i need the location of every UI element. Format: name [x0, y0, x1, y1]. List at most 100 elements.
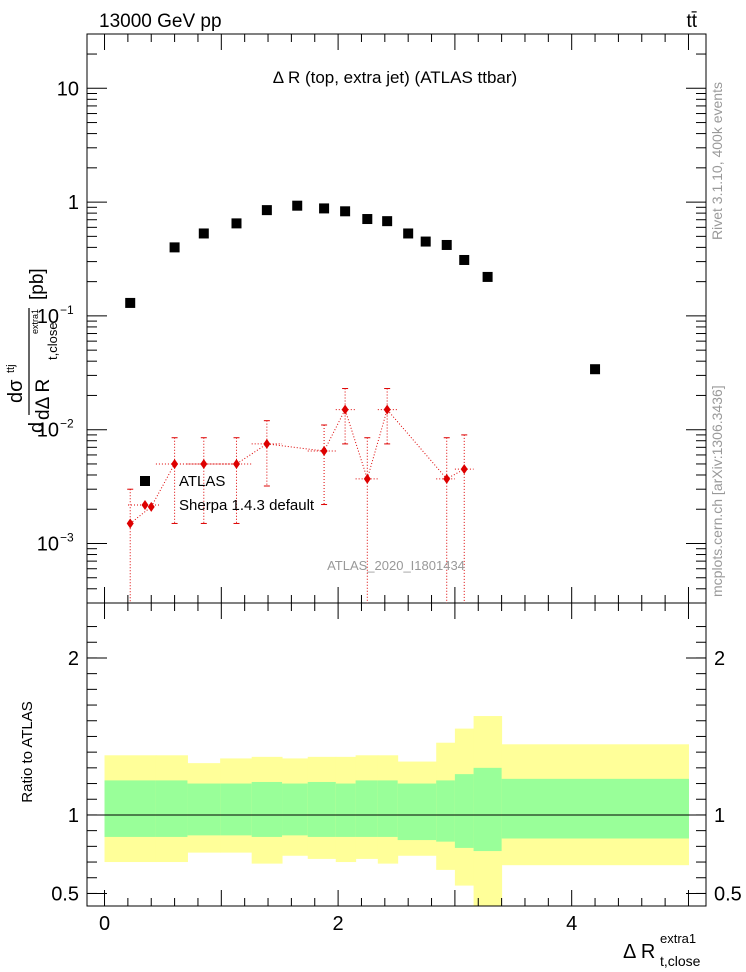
atlas-data-marker	[125, 297, 136, 308]
sherpa-point	[187, 437, 221, 524]
process-label: tt̄	[686, 11, 697, 32]
ratio-axes: 0.5 0.5 1 1 2 2 0 2 4	[51, 603, 742, 935]
y-tick-exponent: −3	[60, 530, 74, 544]
y-tick-label: 1	[68, 192, 79, 214]
sherpa-point	[355, 437, 378, 603]
ratio-y-tick-label: 0.5	[51, 883, 79, 905]
mcplots-label: mcplots.cern.ch [arXiv:1306.3436]	[709, 385, 725, 597]
y-label-unit: [pb]	[27, 268, 48, 300]
main-frame	[86, 33, 707, 604]
legend-label-atlas: ATLAS	[179, 473, 225, 490]
x-label-sup: extra1	[660, 931, 696, 946]
ratio-band-inner	[397, 783, 437, 841]
ratio-band-inner	[155, 780, 188, 837]
y-tick-exponent: −2	[60, 417, 74, 431]
sherpa-marker	[126, 518, 134, 529]
atlas-data-marker	[362, 214, 373, 225]
sherpa-point	[126, 488, 134, 603]
sherpa-marker	[171, 458, 179, 469]
y-tick-label: 10	[37, 306, 59, 328]
y-tick-label: 10	[57, 78, 79, 100]
y-tick-label: 10	[37, 420, 59, 442]
ratio-y-axis-label: Ratio to ATLAS	[19, 701, 36, 802]
y-label-sigma-sup: ttj	[5, 364, 17, 373]
ratio-band-inner	[251, 781, 283, 837]
atlas-data-marker	[261, 205, 272, 216]
ratio-y-tick-label-right: 1	[714, 805, 725, 827]
ratio-band-inner	[454, 774, 475, 848]
atlas-data-marker	[590, 364, 601, 375]
ratio-band-inner	[377, 780, 399, 837]
legend-label-sherpa: Sherpa 1.4.3 default	[179, 497, 315, 514]
atlas-data-marker	[169, 242, 180, 253]
x-tick-label: 4	[566, 913, 577, 935]
chart-title: Δ R (top, extra jet) (ATLAS ttbar)	[273, 68, 517, 87]
atlas-data-marker	[420, 236, 431, 247]
x-axis-label: Δ R t,close extra1	[623, 931, 701, 969]
ratio-frame	[86, 602, 707, 907]
atlas-data-marker	[382, 216, 393, 227]
y-tick-label: 10	[37, 533, 59, 555]
atlas-data-marker	[340, 206, 351, 217]
rivet-label: Rivet 3.1.10, 400k events	[709, 82, 725, 240]
main-data-markers	[125, 200, 601, 603]
sherpa-point	[454, 434, 474, 603]
sherpa-point	[307, 424, 336, 506]
ratio-band-inner	[187, 783, 221, 836]
legend-marker-sherpa	[128, 500, 160, 510]
atlas-data-marker	[292, 200, 303, 211]
y-label-denominator-sub: t,close	[45, 322, 60, 360]
ratio-band-inner	[104, 780, 157, 837]
x-label-sub: t,close	[660, 953, 701, 969]
ratio-band-inner	[436, 780, 456, 842]
ratio-bands	[104, 716, 689, 906]
atlas-data-marker	[482, 271, 493, 282]
y-label-denominator: dΔ R	[33, 379, 54, 420]
sherpa-point	[155, 437, 188, 524]
ratio-y-tick-label: 2	[68, 648, 79, 670]
x-tick-label: 0	[99, 913, 110, 935]
y-label-denominator-sup: extra1	[30, 309, 40, 334]
analysis-watermark: ATLAS_2020_I1801434	[327, 558, 465, 573]
atlas-data-marker	[403, 228, 414, 239]
sherpa-marker	[443, 473, 451, 484]
sherpa-marker	[460, 464, 468, 475]
sherpa-point	[220, 437, 252, 524]
atlas-data-marker	[198, 228, 209, 239]
y-tick-exponent: −1	[60, 303, 74, 317]
ratio-band-inner	[335, 783, 357, 837]
ratio-band-inner	[501, 778, 689, 839]
sherpa-marker	[363, 473, 371, 484]
ratio-band-inner	[355, 780, 379, 837]
ratio-y-tick-label-right: 2	[714, 648, 725, 670]
ratio-band-inner	[307, 781, 337, 837]
y-label-sigma: dσ	[5, 379, 27, 403]
atlas-data-marker	[319, 203, 330, 214]
sherpa-point	[436, 437, 455, 603]
sherpa-marker	[341, 404, 349, 415]
sherpa-marker	[200, 458, 208, 469]
atlas-data-marker	[441, 239, 452, 250]
sherpa-marker	[263, 438, 271, 449]
ratio-band-inner	[473, 767, 503, 852]
legend-marker-atlas	[140, 476, 150, 486]
x-label-main: Δ R	[623, 941, 655, 963]
ratio-band-inner	[220, 783, 253, 836]
sherpa-marker	[147, 501, 155, 512]
sherpa-marker	[232, 458, 240, 469]
ratio-y-tick-label-right: 0.5	[714, 883, 742, 905]
sherpa-marker	[320, 445, 328, 456]
ratio-y-tick-label: 1	[68, 805, 79, 827]
sherpa-point	[335, 388, 356, 445]
main-y-axis-label: d dσ ttj dΔ R t,close extra1 [pb]	[5, 268, 60, 433]
sherpa-point	[251, 420, 283, 487]
energy-label: 13000 GeV pp	[99, 11, 222, 32]
atlas-data-marker	[459, 254, 470, 265]
sherpa-marker	[383, 404, 391, 415]
sherpa-point	[147, 501, 155, 512]
atlas-data-marker	[231, 218, 242, 229]
ratio-band-inner	[282, 783, 309, 836]
sherpa-point	[377, 388, 398, 445]
